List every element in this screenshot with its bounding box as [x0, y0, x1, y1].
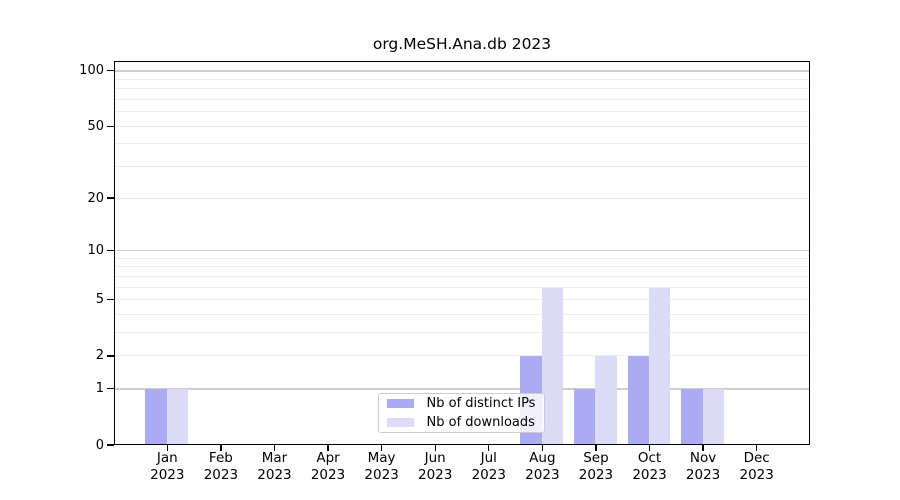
x-axis-tick-label: Dec 2023 — [725, 450, 789, 484]
bar-jan-ips — [145, 389, 167, 444]
x-axis-tick-label: Nov 2023 — [671, 450, 735, 484]
x-axis-tick-year: 2023 — [739, 467, 774, 483]
x-axis-tick-year: 2023 — [364, 467, 399, 483]
bar-nov-ips — [681, 389, 703, 444]
y-axis-tick — [107, 197, 114, 199]
x-axis-tick-year: 2023 — [685, 467, 721, 483]
legend-swatch — [386, 417, 414, 427]
x-axis-tick — [541, 445, 544, 451]
x-axis-tick-year: 2023 — [578, 467, 614, 483]
gridline-minor — [115, 257, 809, 259]
y-axis-tick — [107, 388, 114, 390]
gridline-minor — [115, 332, 809, 334]
legend-label: Nb of downloads — [426, 414, 535, 430]
x-axis-tick-year: 2023 — [471, 467, 506, 483]
gridline-minor — [115, 78, 809, 80]
gridline-minor — [115, 314, 809, 315]
y-axis-tick — [107, 125, 114, 127]
gridline-minor — [115, 111, 809, 113]
x-axis-tick — [648, 445, 651, 451]
gridline-major — [115, 388, 809, 390]
x-axis-tick — [755, 445, 758, 451]
x-axis-tick-label: Jul 2023 — [457, 450, 521, 484]
gridline-major — [115, 70, 809, 72]
y-axis-tick — [107, 70, 114, 72]
gridline-minor — [115, 166, 809, 168]
x-axis-tick-label: Jan 2023 — [135, 450, 199, 484]
x-axis-tick-year: 2023 — [257, 467, 292, 483]
bar-nov-downloads — [702, 389, 724, 444]
x-axis-tick-year: 2023 — [150, 467, 185, 483]
bar-aug-downloads — [541, 287, 564, 444]
x-axis-tick-label: May 2023 — [350, 450, 414, 484]
x-axis-tick-label: Aug 2023 — [510, 450, 574, 484]
y-axis-tick — [107, 444, 114, 446]
gridline-major — [115, 249, 809, 252]
bar-sep-ips — [574, 389, 596, 444]
y-axis-tick — [107, 355, 114, 357]
y-axis-tick-label: 100 — [79, 63, 104, 79]
chart-title: org.MeSH.Ana.db 2023 — [372, 35, 552, 53]
x-axis-tick — [702, 445, 704, 451]
y-axis-tick — [107, 299, 114, 301]
bar-sep-downloads — [595, 356, 617, 444]
x-axis-tick-label: Feb 2023 — [189, 450, 253, 484]
x-axis-tick — [327, 445, 329, 451]
y-axis-tick-label: 50 — [87, 118, 104, 134]
gridline-minor — [115, 125, 809, 127]
x-axis-tick — [488, 445, 490, 451]
y-axis-tick-label: 0 — [95, 437, 104, 453]
gridline-minor — [115, 143, 809, 145]
x-axis-tick-label: Sep 2023 — [564, 450, 628, 484]
x-axis-tick — [595, 445, 597, 451]
gridline-minor — [115, 88, 809, 90]
x-axis-tick-year: 2023 — [632, 467, 667, 483]
legend-label: Nb of distinct IPs — [426, 395, 536, 411]
legend-item: Nb of distinct IPs — [379, 394, 544, 413]
legend-item: Nb of downloads — [379, 413, 544, 432]
x-axis-tick — [166, 445, 168, 451]
x-axis-tick — [273, 445, 276, 451]
y-axis-tick-label: 2 — [95, 348, 104, 364]
y-axis-tick-label: 1 — [95, 381, 104, 397]
x-axis-tick-label: Jun 2023 — [403, 450, 467, 484]
x-axis-tick — [380, 445, 383, 451]
x-axis-tick-label: Oct 2023 — [618, 450, 682, 484]
gridline-minor — [115, 299, 809, 301]
gridline-minor — [115, 275, 809, 277]
legend-swatch — [386, 398, 414, 408]
gridline-minor — [115, 286, 809, 288]
x-axis-tick-year: 2023 — [525, 467, 560, 483]
y-axis-tick — [107, 249, 114, 252]
bar-oct-downloads — [649, 287, 671, 444]
x-axis-tick-year: 2023 — [203, 467, 239, 483]
bar-oct-ips — [627, 356, 649, 444]
gridline-minor — [115, 98, 809, 100]
x-axis-tick-label: Apr 2023 — [296, 450, 360, 484]
y-axis-tick-label: 5 — [95, 292, 104, 308]
bar-jan-downloads — [166, 389, 189, 444]
y-axis-tick-label: 20 — [87, 190, 104, 206]
x-axis-tick-year: 2023 — [310, 467, 346, 483]
x-axis-tick-label: Mar 2023 — [242, 450, 306, 484]
x-axis-tick — [434, 445, 436, 451]
gridline-minor — [115, 266, 809, 268]
x-axis-tick-year: 2023 — [418, 467, 453, 483]
gridline-minor — [115, 197, 809, 199]
x-axis-tick — [220, 445, 222, 451]
y-axis-tick-label: 10 — [87, 243, 104, 259]
legend: Nb of distinct IPs Nb of downloads — [377, 392, 545, 433]
plot-area: Nb of distinct IPs Nb of downloads — [114, 61, 810, 445]
gridline-minor — [115, 355, 809, 357]
